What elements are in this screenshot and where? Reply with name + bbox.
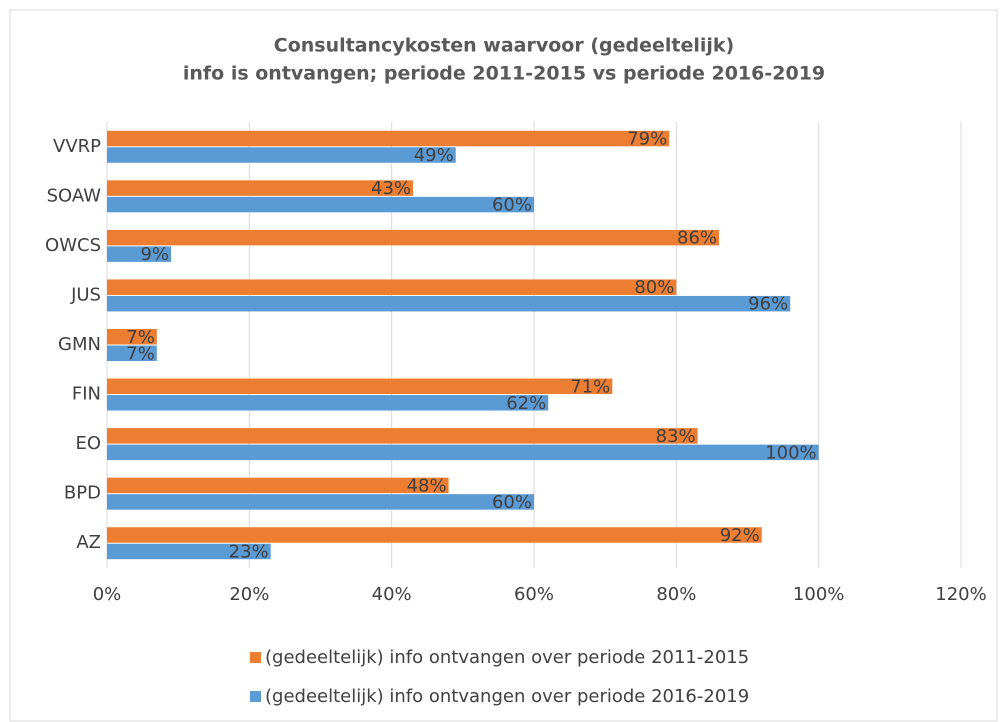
y-tick-label: OWCS xyxy=(45,235,101,256)
y-tick-label: FIN xyxy=(72,384,101,405)
x-tick-label: 40% xyxy=(372,584,412,605)
data-label: 80% xyxy=(634,277,674,298)
bar xyxy=(107,279,677,295)
chart-border xyxy=(9,9,998,722)
x-tick-label: 100% xyxy=(793,584,844,605)
bar xyxy=(107,543,271,560)
legend-label: (gedeeltelijk) info ontvangen over perio… xyxy=(265,686,749,707)
data-label: 60% xyxy=(492,492,532,513)
y-tick-label: VVRP xyxy=(53,136,101,157)
x-tick-label: 80% xyxy=(656,584,696,605)
y-tick-label: BPD xyxy=(64,483,101,504)
data-label: 48% xyxy=(407,475,447,496)
x-tick-label: 20% xyxy=(229,584,269,605)
y-tick-label: GMN xyxy=(58,334,101,355)
y-tick-label: EO xyxy=(75,433,101,454)
bar xyxy=(107,345,157,361)
bar xyxy=(107,130,670,147)
bar xyxy=(107,196,534,213)
bar xyxy=(107,477,449,494)
bar xyxy=(107,229,720,246)
legend-marker xyxy=(250,652,261,663)
bar xyxy=(107,180,414,196)
y-tick-label: AZ xyxy=(76,532,101,553)
data-label: 62% xyxy=(506,393,546,414)
bar xyxy=(107,444,819,461)
x-tick-label: 120% xyxy=(935,584,986,605)
bar xyxy=(107,378,613,395)
data-label: 86% xyxy=(677,228,717,249)
data-label: 71% xyxy=(570,376,610,397)
chart-title: info is ontvangen; periode 2011-2015 vs … xyxy=(183,63,825,85)
bar xyxy=(107,527,762,543)
data-label: 83% xyxy=(656,426,696,447)
bar xyxy=(107,428,698,444)
data-label: 7% xyxy=(126,327,155,348)
data-label: 49% xyxy=(414,145,454,166)
data-label: 9% xyxy=(140,244,169,265)
x-tick-label: 0% xyxy=(93,584,122,605)
x-tick-label: 60% xyxy=(514,584,554,605)
bar xyxy=(107,494,534,510)
bar xyxy=(107,395,549,411)
data-label: 79% xyxy=(627,129,667,150)
data-label: 23% xyxy=(229,541,269,562)
data-label: 96% xyxy=(748,294,788,315)
bar xyxy=(107,246,172,262)
y-tick-label: JUS xyxy=(70,284,101,305)
data-label: 92% xyxy=(720,525,760,546)
data-label: 100% xyxy=(765,442,816,463)
y-tick-label: SOAW xyxy=(47,185,102,206)
bar xyxy=(107,329,157,345)
bar xyxy=(107,147,456,163)
data-label: 60% xyxy=(492,195,532,216)
legend-label: (gedeeltelijk) info ontvangen over perio… xyxy=(265,647,749,668)
bar xyxy=(107,295,791,312)
chart-title: Consultancykosten waarvoor (gedeeltelijk… xyxy=(274,35,734,57)
legend-marker xyxy=(250,691,261,702)
data-label: 43% xyxy=(371,178,411,199)
data-label: 7% xyxy=(126,343,155,364)
